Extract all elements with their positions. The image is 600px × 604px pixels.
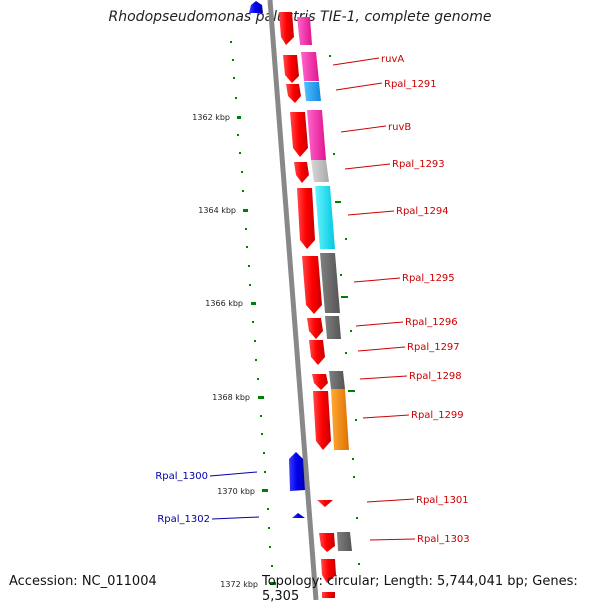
forward-gene-arrow bbox=[313, 391, 331, 450]
scale-label: 1370 kbp bbox=[217, 487, 255, 496]
gene-label-rpal-1301[interactable]: Rpal_1301 bbox=[416, 495, 469, 506]
accession-text: Accession: NC_011004 bbox=[9, 574, 157, 589]
gene-label-rpal-1296[interactable]: Rpal_1296 bbox=[405, 317, 458, 328]
cog-block-sky bbox=[304, 82, 321, 101]
cog-block-darkgray bbox=[329, 371, 345, 389]
forward-gene-arrow bbox=[294, 162, 309, 183]
forward-gene-arrow bbox=[309, 340, 325, 365]
forward-genes bbox=[279, 12, 336, 598]
forward-gene-arrow bbox=[302, 256, 322, 314]
genome-backbone bbox=[267, 0, 319, 600]
scale-label: 1366 kbp bbox=[205, 299, 243, 308]
gene-label-rpal-1295[interactable]: Rpal_1295 bbox=[402, 273, 455, 284]
gene-label-rpal-1302[interactable]: Rpal_1302 bbox=[157, 514, 210, 525]
forward-gene-arrow bbox=[312, 374, 328, 390]
forward-gene-arrow bbox=[283, 55, 299, 83]
right-leader-lines bbox=[332, 57, 416, 541]
cog-block-orange bbox=[331, 389, 349, 450]
cog-block-lightgray bbox=[311, 160, 329, 182]
left-leader-lines bbox=[209, 471, 260, 520]
gene-label-rpal-1300[interactable]: Rpal_1300 bbox=[155, 471, 208, 482]
cog-block-magenta bbox=[307, 110, 326, 160]
forward-gene-arrow bbox=[317, 500, 333, 507]
right-track-marks bbox=[329, 55, 360, 565]
forward-gene-arrow bbox=[321, 559, 336, 583]
forward-gene-arrow bbox=[290, 112, 308, 157]
forward-gene-arrow bbox=[307, 318, 323, 339]
forward-gene-arrow bbox=[319, 533, 335, 552]
cog-block-magenta bbox=[301, 52, 319, 81]
gene-label-rpal-1303[interactable]: Rpal_1303 bbox=[417, 534, 470, 545]
gene-label-rpal-1299[interactable]: Rpal_1299 bbox=[411, 410, 464, 421]
forward-gene-arrow bbox=[286, 84, 301, 103]
cog-block-darkgray bbox=[320, 253, 340, 313]
gene-label-rpal-1291[interactable]: Rpal_1291 bbox=[384, 79, 437, 90]
cog-block-magenta bbox=[297, 17, 312, 45]
cog-block-darkgray bbox=[325, 316, 341, 339]
gene-label-ruvB[interactable]: ruvB bbox=[388, 122, 411, 133]
reverse-gene-top bbox=[249, 1, 263, 13]
gene-label-rpal-1297[interactable]: Rpal_1297 bbox=[407, 342, 460, 353]
reverse-genes bbox=[289, 452, 305, 518]
cog-block-cyan bbox=[315, 186, 335, 249]
scale-track bbox=[230, 41, 276, 585]
cog-block-darkgray bbox=[337, 532, 352, 551]
forward-gene-arrow bbox=[297, 188, 315, 249]
forward-gene-arrow bbox=[279, 12, 294, 45]
cog-blocks bbox=[297, 17, 352, 551]
forward-gene-arrow bbox=[322, 592, 335, 598]
scale-label: 1362 kbp bbox=[192, 113, 230, 122]
reverse-gene-arrow bbox=[289, 452, 305, 491]
gene-label-rpal-1294[interactable]: Rpal_1294 bbox=[396, 206, 449, 217]
scale-label: 1368 kbp bbox=[212, 393, 250, 402]
scale-label: 1364 kbp bbox=[198, 206, 236, 215]
gene-label-rpal-1298[interactable]: Rpal_1298 bbox=[409, 371, 462, 382]
scale-label: 1372 kbp bbox=[220, 580, 258, 589]
reverse-gene-arrow bbox=[292, 513, 305, 518]
gene-label-ruvA[interactable]: ruvA bbox=[381, 54, 404, 65]
gene-label-rpal-1293[interactable]: Rpal_1293 bbox=[392, 159, 445, 170]
